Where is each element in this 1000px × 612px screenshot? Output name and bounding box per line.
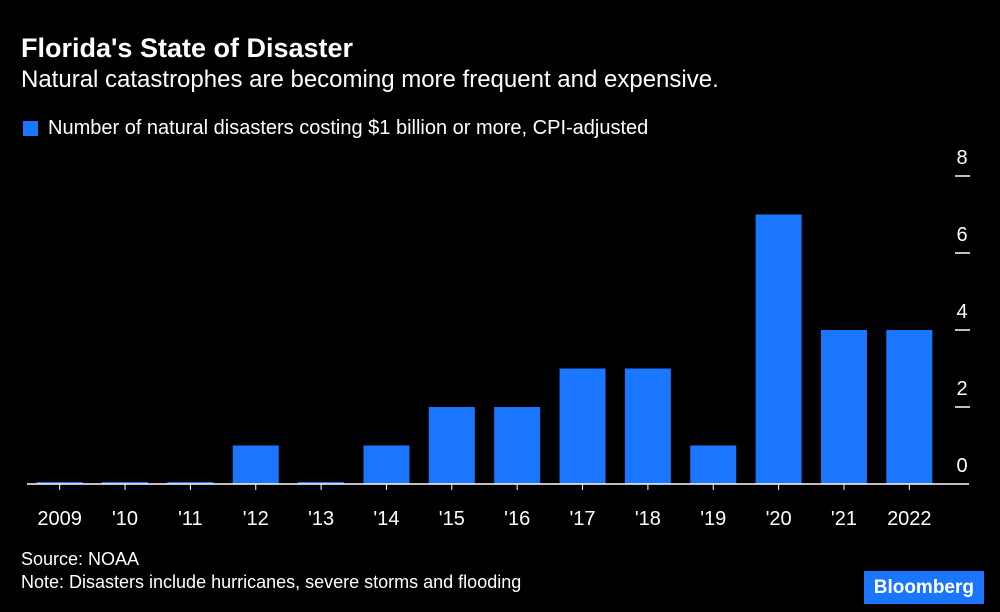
bar-7 (494, 407, 541, 484)
x-tick-label-12: '21 (831, 508, 857, 530)
bloomberg-logo: Bloomberg (863, 571, 984, 604)
x-tick-label-10: '19 (700, 508, 726, 530)
y-tick-label-3: 6 (956, 224, 967, 246)
bar-12 (820, 330, 867, 484)
x-tick-label-6: '15 (439, 508, 465, 530)
x-tick-label-13: 2022 (887, 508, 932, 530)
y-tick-label-1: 2 (956, 378, 967, 400)
footnote: Note: Disasters include hurricanes, seve… (21, 572, 522, 592)
x-tick-label-5: '14 (373, 508, 399, 530)
bar-5 (363, 445, 410, 484)
bar-2 (167, 482, 214, 484)
y-tick-label-0: 0 (956, 455, 967, 477)
bar-9 (624, 368, 671, 484)
x-tick-label-2: '11 (178, 508, 203, 530)
source-note: Source: NOAA (21, 549, 140, 569)
bar-11 (755, 214, 802, 484)
x-tick-label-7: '16 (504, 508, 530, 530)
bar-10 (690, 445, 737, 484)
bar-6 (428, 407, 475, 484)
x-tick-label-11: '20 (766, 508, 792, 530)
bar-8 (559, 368, 606, 484)
x-tick-label-9: '18 (635, 508, 661, 530)
x-tick-label-0: 2009 (37, 508, 82, 530)
x-tick-label-4: '13 (308, 508, 334, 530)
bar-0 (36, 482, 83, 484)
bar-4 (298, 482, 345, 484)
y-tick-label-2: 4 (956, 301, 967, 323)
bar-3 (232, 445, 279, 484)
bar-1 (102, 482, 149, 484)
bar-13 (886, 330, 933, 484)
x-tick-label-3: '12 (243, 508, 269, 530)
x-tick-label-8: '17 (569, 508, 595, 530)
legend: Number of natural disasters costing $1 b… (21, 115, 648, 141)
legend-label: Number of natural disasters costing $1 b… (48, 116, 649, 139)
chart-subtitle: Natural catastrophes are becoming more f… (21, 66, 719, 93)
legend-swatch-icon (23, 120, 38, 136)
x-tick-label-1: '10 (112, 508, 138, 530)
chart-title: Florida's State of Disaster (21, 33, 354, 63)
y-tick-label-4: 8 (956, 147, 967, 169)
